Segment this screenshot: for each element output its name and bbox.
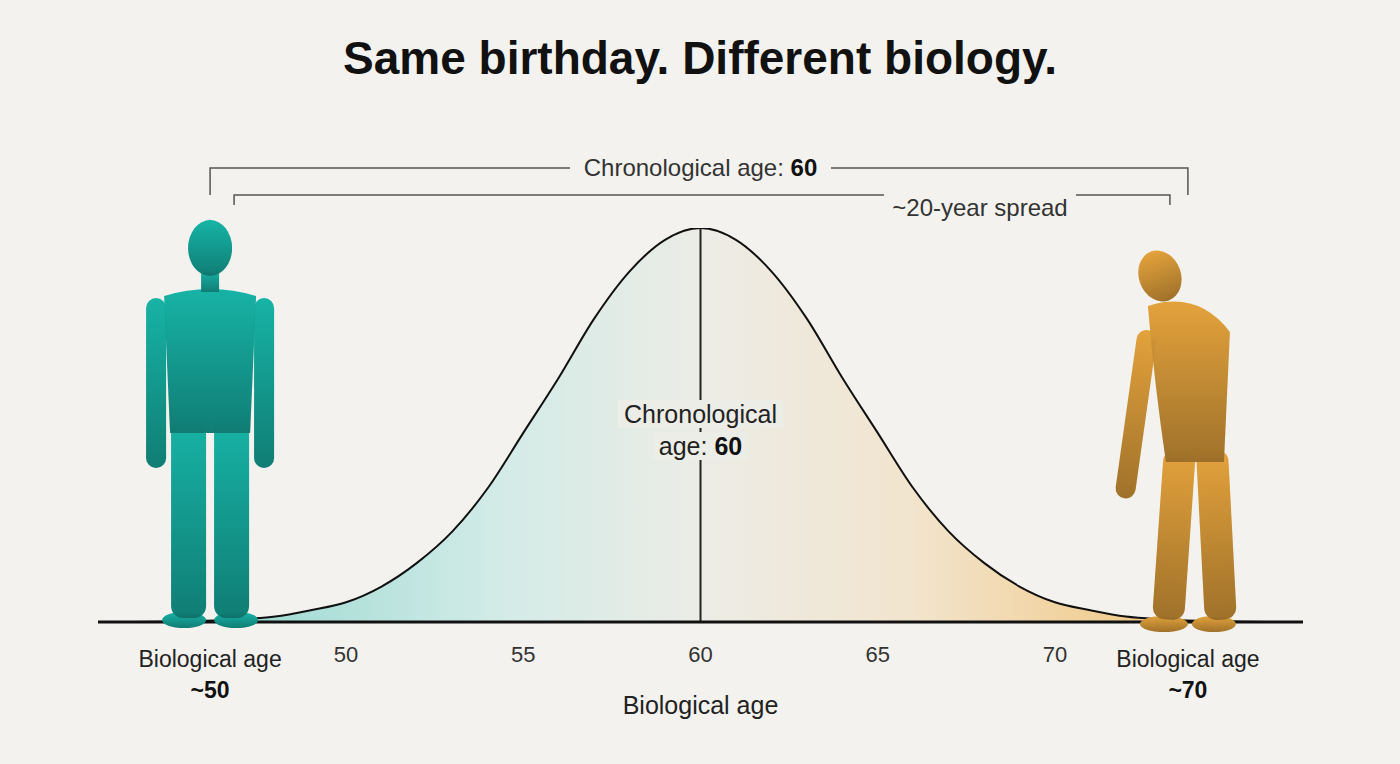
html-text:~70: ~70 (1168, 677, 1208, 703)
svg-text:70: 70 (1043, 642, 1067, 667)
svg-text:60: 60 (688, 642, 712, 667)
html-text:Biological age: Biological age (138, 646, 282, 672)
html-text:Biological age: Biological age (622, 691, 779, 719)
svg-text:50: 50 (334, 642, 358, 667)
html-text:~50: ~50 (190, 677, 230, 703)
html-text:age: 60: age: 60 (658, 432, 743, 460)
html-text:Chronological: Chronological (624, 400, 777, 428)
svg-text:55: 55 (511, 642, 535, 667)
html-text:Same birthday. Different biolo: Same birthday. Different biology. (343, 32, 1057, 84)
html-text:Biological age: Biological age (1116, 646, 1260, 672)
html-text:~20-year spread: ~20-year spread (892, 194, 1068, 221)
html-text:Chronological age: 60: Chronological age: 60 (583, 154, 818, 181)
svg-text:65: 65 (865, 642, 889, 667)
